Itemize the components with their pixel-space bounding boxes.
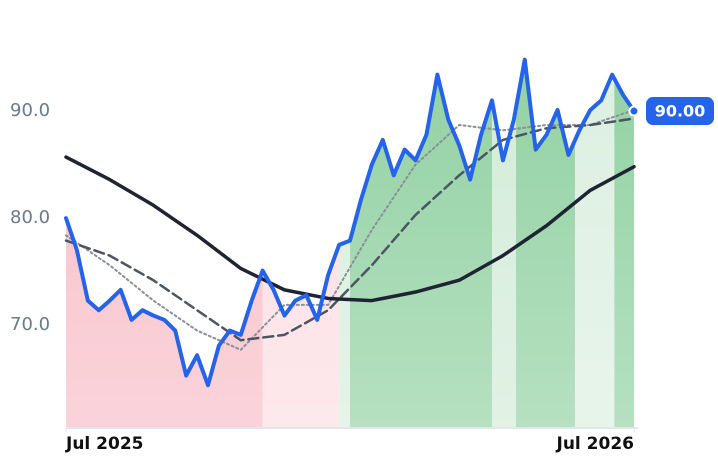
series-line [64,57,636,388]
value-label: 90.00 [655,102,706,121]
last-point [628,105,640,117]
x-tick-label: Jul 2025 [65,434,144,454]
y-tick-label: 80.0 [10,207,50,228]
x-tick-label: Jul 2026 [556,434,635,454]
y-tick-label: 70.0 [10,314,50,335]
series-line [64,117,636,342]
series-line [65,108,635,351]
value-pill [646,97,714,126]
y-tick-label: 90.0 [10,100,50,121]
series-line [64,155,636,303]
band-fade [66,59,634,429]
